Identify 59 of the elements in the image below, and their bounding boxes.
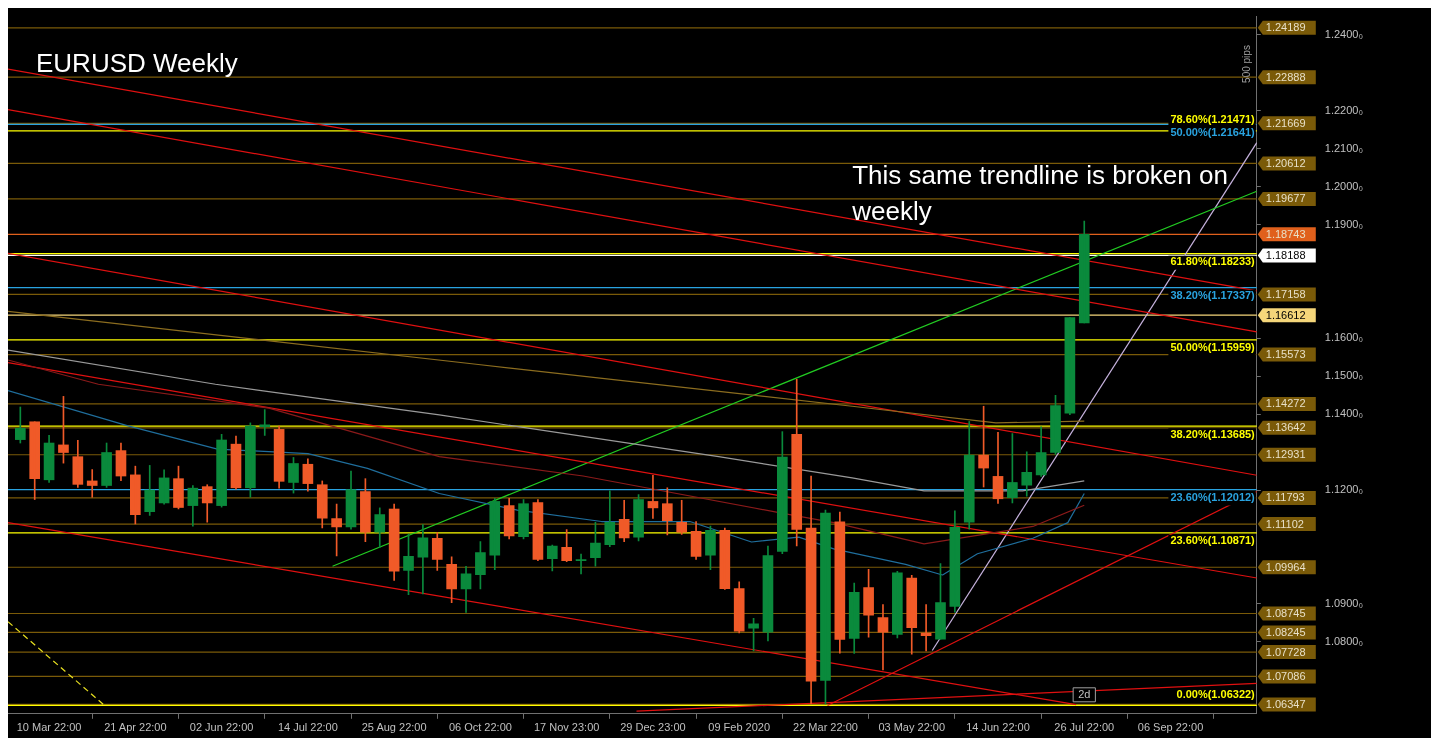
- x-tick-label: 22 Mar 22:00: [793, 721, 858, 734]
- annotation: This same trendline is broken on weekly: [851, 160, 1228, 226]
- ref-line-label: 1.24189: [1265, 21, 1306, 34]
- ref-line-label: 1.07728: [1265, 645, 1306, 658]
- y-tick-label: 1.2100₀: [1324, 141, 1364, 154]
- ref-line-label: 1.21669: [1265, 116, 1306, 129]
- y-tick-label: 1.1900₀: [1324, 217, 1364, 230]
- ref-line-label: 1.08745: [1265, 607, 1306, 620]
- annotation: 78.60%(1.21471): [1170, 113, 1256, 126]
- ref-line-label: 1.11793: [1265, 491, 1305, 504]
- x-tick-label: 02 Jun 22:00: [189, 721, 254, 734]
- ref-line-label: 1.22888: [1265, 70, 1306, 83]
- ref-line-label: 1.14272: [1265, 397, 1306, 410]
- ref-line-label: 1.07086: [1265, 669, 1306, 682]
- annotation: 23.60%(1.12012): [1170, 491, 1256, 504]
- ref-line-label: 1.18743: [1265, 227, 1306, 240]
- ref-line-label: 1.16612: [1265, 308, 1306, 321]
- annotation: 0.00%(1.06322): [1176, 687, 1256, 700]
- ref-line-label: 1.09964: [1265, 560, 1306, 573]
- y-tick-label: 1.2200₀: [1324, 103, 1364, 116]
- y-tick-label: 1.2400₀: [1324, 27, 1364, 40]
- ref-line-label: 1.11102: [1265, 517, 1304, 530]
- ref-line-label: 1.18188: [1265, 248, 1306, 261]
- x-tick-label: 03 May 22:00: [878, 721, 946, 734]
- annotation: 38.20%(1.17337): [1170, 289, 1256, 302]
- y-tick-label: 1.0900₀: [1324, 596, 1364, 609]
- x-tick-label: 17 Nov 23:00: [533, 721, 600, 734]
- x-tick-label: 06 Sep 22:00: [1137, 721, 1204, 734]
- ref-line-label: 1.13642: [1265, 421, 1306, 434]
- x-tick-label: 14 Jul 22:00: [277, 721, 338, 734]
- annotation: 38.20%(1.13685): [1170, 427, 1256, 440]
- annotation: 50.00%(1.15959): [1170, 341, 1256, 354]
- annotation: 500 pips: [1240, 45, 1252, 83]
- ref-line-label: 1.17158: [1265, 287, 1306, 300]
- x-tick-label: 21 Apr 22:00: [104, 721, 167, 734]
- y-tick-label: 1.1400₀: [1324, 407, 1364, 420]
- ref-line-label: 1.08245: [1265, 625, 1306, 638]
- y-tick-label: 1.1200₀: [1324, 483, 1364, 496]
- ref-line-label: 1.20612: [1265, 156, 1306, 169]
- text: EURUSD Weekly: [36, 48, 238, 78]
- annotation: 2d: [1078, 687, 1091, 700]
- annotation: 50.00%(1.21641): [1170, 125, 1256, 138]
- y-tick-label: 1.1500₀: [1324, 369, 1364, 382]
- x-tick-label: 10 Mar 22:00: [16, 721, 82, 734]
- y-tick-label: 1.0800₀: [1324, 634, 1364, 647]
- x-tick-label: 26 Jul 22:00: [1054, 721, 1115, 734]
- ref-line-label: 1.15573: [1265, 348, 1306, 361]
- x-tick-label: 25 Aug 22:00: [361, 721, 427, 734]
- x-tick-label: 06 Oct 22:00: [448, 721, 512, 734]
- ref-line-label: 1.12931: [1265, 448, 1306, 461]
- x-tick-label: 14 Jun 22:00: [966, 721, 1030, 734]
- annotation: 23.60%(1.10871): [1170, 534, 1256, 547]
- y-tick-label: 1.2000₀: [1324, 179, 1364, 192]
- y-tick-label: 1.1600₀: [1324, 331, 1364, 344]
- x-tick-label: 09 Feb 2020: [708, 721, 771, 734]
- x-tick-label: 29 Dec 23:00: [620, 721, 686, 734]
- ref-line-label: 1.06347: [1265, 697, 1306, 710]
- annotation: 61.80%(1.18233): [1170, 255, 1256, 268]
- ref-line-label: 1.19677: [1265, 192, 1306, 205]
